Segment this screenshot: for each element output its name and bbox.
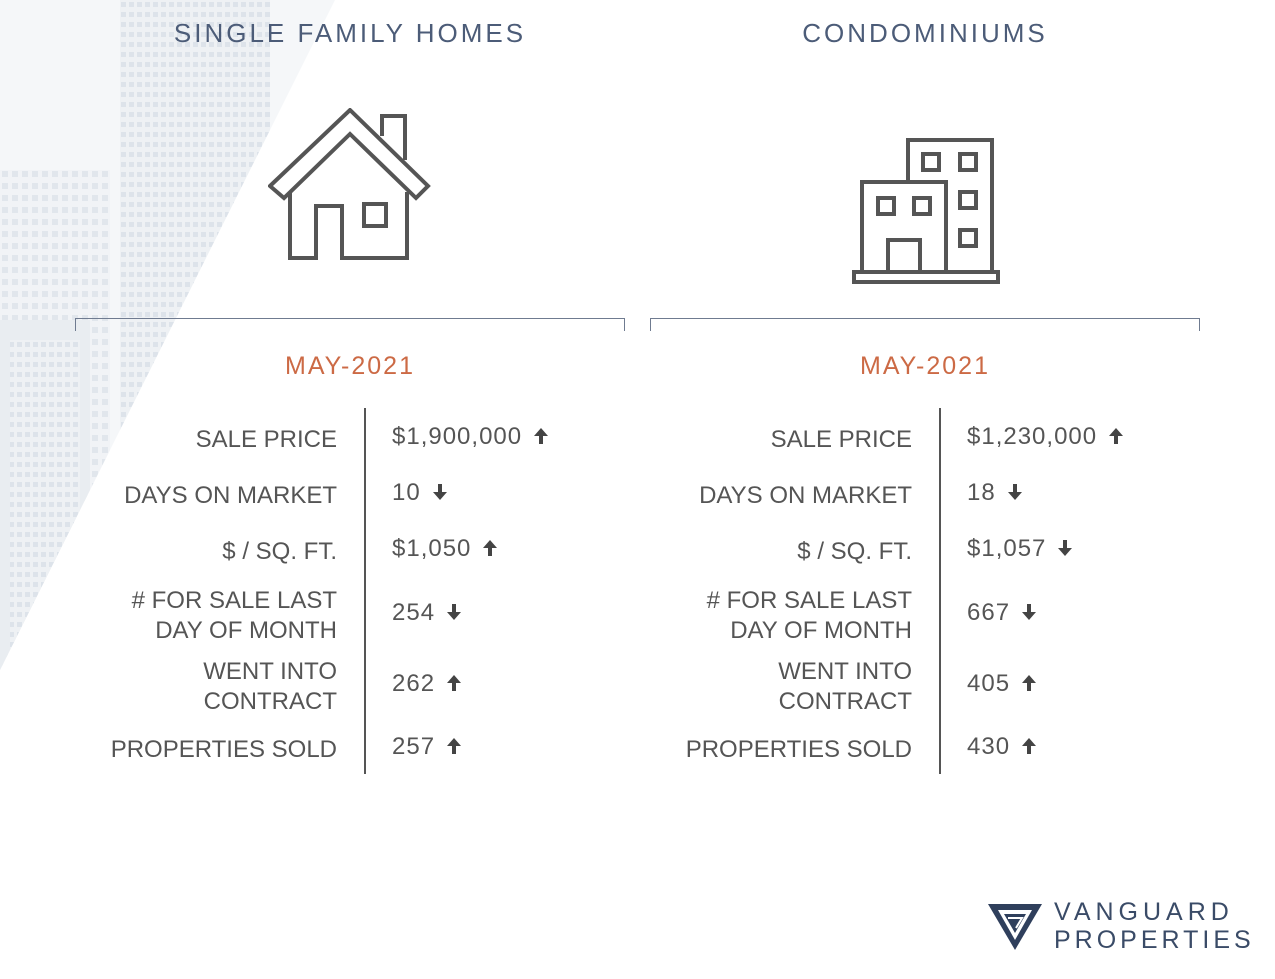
arrow-up-icon bbox=[447, 674, 462, 691]
vanguard-properties-logo: VANGUARD PROPERTIES bbox=[988, 898, 1251, 958]
stat-label: $ / SQ. FT. bbox=[797, 538, 912, 565]
section-heading: SINGLE FAMILY HOMES bbox=[173, 18, 527, 48]
stat-value: $1,230,000 bbox=[967, 423, 1125, 451]
stat-value: 10 bbox=[392, 479, 449, 507]
arrow-up-icon bbox=[1022, 737, 1037, 754]
stat-label: SALE PRICE bbox=[195, 426, 337, 453]
stat-value-text: $1,050 bbox=[392, 535, 472, 562]
stat-label-line2: DAY OF MONTH bbox=[155, 617, 337, 644]
stat-label-line1: WENT INTO bbox=[778, 658, 912, 685]
condominiums-section: CONDOMINIUMS MAY-2021 SALE PRICE $1,230,… bbox=[645, 0, 1205, 800]
section-divider bbox=[75, 318, 625, 331]
stat-label: DAYS ON MARKET bbox=[699, 482, 912, 509]
stat-label: WENT INTO CONTRACT bbox=[37, 657, 337, 717]
stat-value-text: 430 bbox=[967, 733, 1011, 760]
stat-label: # FOR SALE LAST DAY OF MONTH bbox=[37, 586, 337, 646]
stat-label-line1: # FOR SALE LAST bbox=[706, 587, 912, 614]
stat-value: 257 bbox=[392, 733, 463, 761]
stat-value-text: $1,230,000 bbox=[967, 423, 1098, 450]
arrow-down-icon bbox=[447, 603, 462, 620]
stat-value-text: 405 bbox=[967, 670, 1011, 697]
vanguard-logo-mark-icon bbox=[988, 904, 1042, 950]
single-family-homes-section: SINGLE FAMILY HOMES MAY-2021 SALE PRICE … bbox=[70, 0, 630, 800]
stat-label-line1: WENT INTO bbox=[203, 658, 337, 685]
arrow-down-icon bbox=[432, 483, 447, 500]
stat-value: $1,050 bbox=[392, 535, 499, 563]
stat-label-line2: CONTRACT bbox=[203, 688, 337, 715]
period-label: MAY-2021 bbox=[285, 352, 415, 380]
stat-value: 262 bbox=[392, 670, 463, 698]
stat-value: $1,057 bbox=[967, 535, 1074, 563]
stat-value: $1,900,000 bbox=[392, 423, 550, 451]
stat-label: WENT INTO CONTRACT bbox=[612, 657, 912, 717]
stat-value: 430 bbox=[967, 733, 1038, 761]
stat-label: # FOR SALE LAST DAY OF MONTH bbox=[612, 586, 912, 646]
stat-label: PROPERTIES SOLD bbox=[110, 736, 337, 763]
logo-text-line1: VANGUARD bbox=[1054, 898, 1234, 926]
stat-label: $ / SQ. FT. bbox=[222, 538, 337, 565]
stat-value-text: $1,057 bbox=[967, 535, 1047, 562]
stat-value-text: 667 bbox=[967, 599, 1011, 626]
section-divider bbox=[650, 318, 1200, 331]
arrow-up-icon bbox=[1109, 427, 1124, 444]
stat-label-line1: # FOR SALE LAST bbox=[131, 587, 337, 614]
stat-label: PROPERTIES SOLD bbox=[685, 736, 912, 763]
column-divider bbox=[939, 408, 941, 774]
stat-value-text: 254 bbox=[392, 599, 436, 626]
stat-label: SALE PRICE bbox=[770, 426, 912, 453]
arrow-up-icon bbox=[483, 539, 498, 556]
stat-value-text: 257 bbox=[392, 733, 436, 760]
stat-label-line2: CONTRACT bbox=[778, 688, 912, 715]
period-label: MAY-2021 bbox=[860, 352, 990, 380]
column-divider bbox=[364, 408, 366, 774]
stat-value-text: 18 bbox=[967, 479, 996, 506]
stat-label: DAYS ON MARKET bbox=[124, 482, 337, 509]
stat-value: 18 bbox=[967, 479, 1024, 507]
arrow-down-icon bbox=[1007, 483, 1022, 500]
stat-value: 667 bbox=[967, 599, 1038, 627]
arrow-up-icon bbox=[447, 737, 462, 754]
building-icon bbox=[852, 138, 1000, 284]
arrow-down-icon bbox=[1022, 603, 1037, 620]
logo-text-line2: PROPERTIES bbox=[1054, 926, 1255, 954]
stat-value: 254 bbox=[392, 599, 463, 627]
arrow-down-icon bbox=[1058, 539, 1073, 556]
stat-value-text: $1,900,000 bbox=[392, 423, 523, 450]
stat-value-text: 262 bbox=[392, 670, 436, 697]
stat-value-text: 10 bbox=[392, 479, 421, 506]
section-heading: CONDOMINIUMS bbox=[802, 18, 1048, 48]
stat-label-line2: DAY OF MONTH bbox=[730, 617, 912, 644]
stat-value: 405 bbox=[967, 670, 1038, 698]
arrow-up-icon bbox=[534, 427, 549, 444]
arrow-up-icon bbox=[1022, 674, 1037, 691]
house-icon bbox=[268, 108, 431, 260]
